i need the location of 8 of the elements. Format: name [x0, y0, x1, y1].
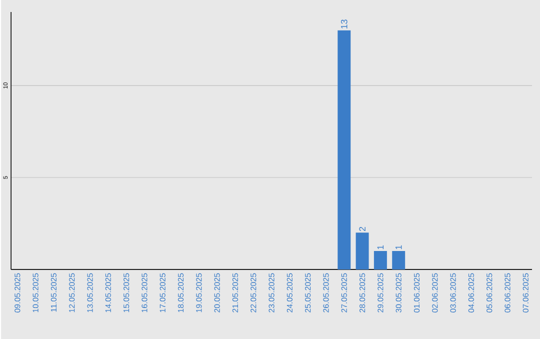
bar	[392, 250, 406, 270]
bar	[356, 232, 369, 270]
data-label: 2	[359, 226, 366, 231]
data-label: 1	[396, 245, 402, 250]
bar	[374, 250, 387, 270]
data-label: 1	[377, 245, 384, 250]
bar	[338, 30, 351, 270]
data-label: 13	[340, 19, 348, 28]
